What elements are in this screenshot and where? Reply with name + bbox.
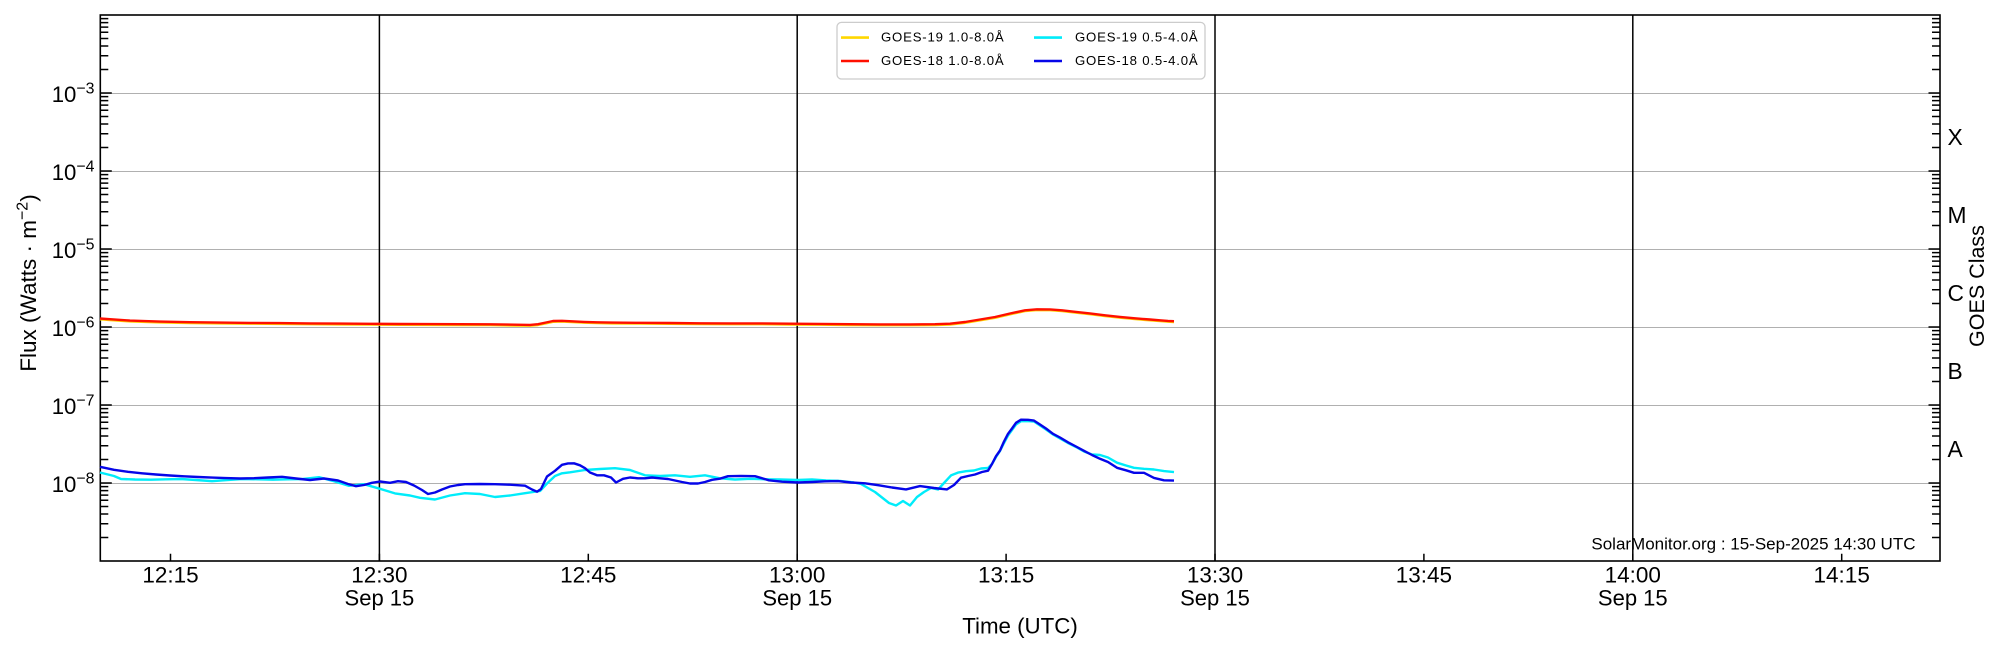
svg-text:Sep 15: Sep 15 xyxy=(1598,586,1668,611)
svg-text:13:30: 13:30 xyxy=(1187,562,1243,587)
svg-text:GOES Class: GOES Class xyxy=(1965,225,1989,347)
svg-text:Sep 15: Sep 15 xyxy=(762,586,832,611)
svg-text:13:15: 13:15 xyxy=(978,562,1034,587)
svg-text:X: X xyxy=(1948,124,1963,150)
svg-text:14:15: 14:15 xyxy=(1814,562,1870,587)
svg-text:13:00: 13:00 xyxy=(769,562,825,587)
svg-text:12:45: 12:45 xyxy=(560,562,616,587)
svg-text:13:45: 13:45 xyxy=(1396,562,1452,587)
svg-text:GOES-18 1.0-8.0Å: GOES-18 1.0-8.0Å xyxy=(881,53,1004,68)
svg-text:12:15: 12:15 xyxy=(142,562,198,587)
svg-text:C: C xyxy=(1948,280,1964,306)
svg-text:14:00: 14:00 xyxy=(1605,562,1661,587)
svg-text:GOES-19 1.0-8.0Å: GOES-19 1.0-8.0Å xyxy=(881,30,1004,45)
svg-text:A: A xyxy=(1948,436,1964,462)
svg-text:SolarMonitor.org : 15-Sep-2025: SolarMonitor.org : 15-Sep-2025 14:30 UTC xyxy=(1591,535,1915,554)
svg-text:Time (UTC): Time (UTC) xyxy=(962,614,1078,639)
svg-text:GOES-18 0.5-4.0Å: GOES-18 0.5-4.0Å xyxy=(1075,53,1198,68)
svg-text:B: B xyxy=(1948,358,1963,384)
svg-text:Sep 15: Sep 15 xyxy=(345,586,415,611)
svg-text:Sep 15: Sep 15 xyxy=(1180,586,1250,611)
svg-text:M: M xyxy=(1948,202,1967,228)
svg-text:Flux (Watts · m−2): Flux (Watts · m−2) xyxy=(15,194,41,371)
svg-text:12:30: 12:30 xyxy=(351,562,407,587)
svg-text:GOES-19 0.5-4.0Å: GOES-19 0.5-4.0Å xyxy=(1075,30,1198,45)
